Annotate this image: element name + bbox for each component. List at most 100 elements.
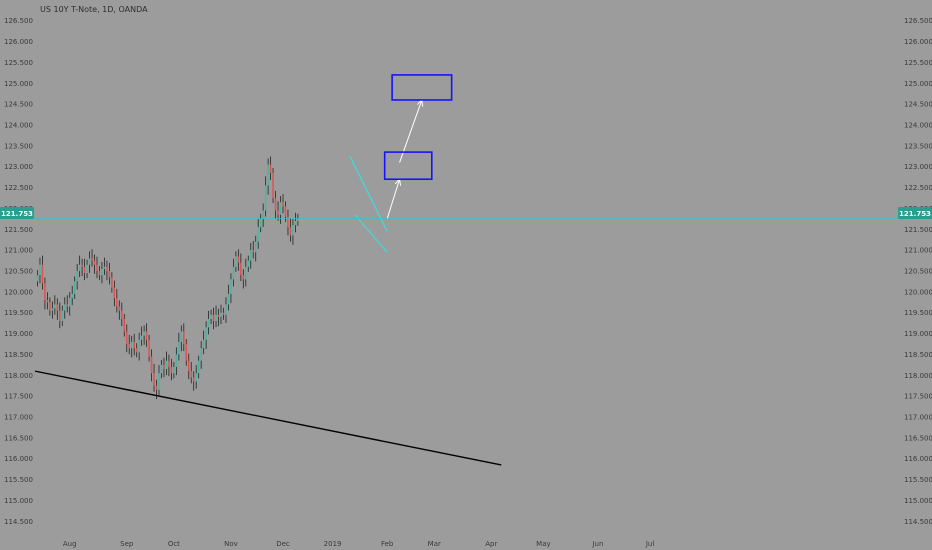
- candle-body: [227, 293, 230, 305]
- y-tick-label-left: 117.500: [4, 393, 33, 401]
- candle-up: [103, 257, 106, 275]
- candle-body: [197, 360, 200, 374]
- candle-up: [73, 276, 76, 299]
- y-tick-label-right: 120.000: [904, 288, 932, 296]
- candle-body: [86, 264, 88, 274]
- y-tick-label-left: 123.000: [4, 163, 33, 171]
- candle-body: [180, 331, 183, 342]
- candle-up: [262, 203, 264, 227]
- y-tick-label-left: 116.500: [4, 434, 33, 442]
- y-tick-label-left: 118.000: [4, 372, 33, 380]
- y-tick-label-right: 115.000: [904, 497, 932, 505]
- candle-down: [66, 295, 69, 313]
- candle-down: [116, 288, 118, 313]
- candle-up: [68, 292, 71, 316]
- candle-down: [145, 323, 148, 347]
- candle-down: [242, 269, 245, 289]
- candle-body: [210, 314, 212, 319]
- candle-up: [254, 235, 257, 262]
- candle-down: [163, 357, 165, 378]
- candle-body: [187, 360, 190, 372]
- candle-down: [125, 324, 128, 353]
- target-box: [391, 74, 453, 101]
- y-tick-label-left: 114.500: [4, 518, 33, 526]
- candle-body: [56, 304, 59, 311]
- candle-down: [135, 343, 138, 358]
- x-tick-label: Aug: [63, 540, 77, 548]
- candle-body: [128, 344, 131, 349]
- candle-body: [123, 318, 126, 332]
- y-tick-label-right: 126.500: [904, 17, 932, 25]
- x-tick-label: Sep: [120, 540, 134, 548]
- candle-up: [86, 259, 88, 279]
- candle-up: [230, 273, 232, 304]
- candle-down: [96, 256, 98, 279]
- candle-body: [175, 354, 178, 367]
- price-badge-right-bg: [898, 207, 932, 219]
- candle-body: [81, 264, 83, 267]
- candle-up: [249, 243, 252, 269]
- x-tick-label: Mar: [428, 540, 441, 548]
- candle-body: [173, 366, 175, 374]
- candle-down: [269, 156, 272, 181]
- candle-body: [71, 293, 73, 299]
- candle-body: [274, 197, 277, 211]
- candle-body: [39, 264, 41, 276]
- candle-body: [44, 283, 46, 301]
- candle-up: [264, 176, 267, 217]
- candle-body: [207, 318, 210, 328]
- candle-body: [125, 331, 128, 345]
- candle-down: [153, 364, 155, 392]
- candle-up: [180, 325, 183, 352]
- y-tick-label-left: 121.500: [4, 226, 33, 234]
- candle-body: [249, 250, 252, 261]
- x-tick-label: Feb: [381, 540, 394, 548]
- target-box: [383, 151, 433, 181]
- candle-up: [61, 305, 64, 327]
- candle-body: [170, 366, 173, 374]
- candle-up: [71, 285, 73, 306]
- x-tick-label: Oct: [168, 540, 180, 548]
- candle-body: [78, 264, 81, 271]
- candle-body: [195, 373, 197, 382]
- y-tick-label-right: 122.500: [904, 184, 932, 192]
- candle-up: [195, 365, 197, 389]
- candle-up: [232, 258, 235, 287]
- candle-up: [297, 213, 299, 226]
- candle-body: [264, 185, 267, 211]
- candle-up: [63, 297, 66, 319]
- y-tick-label-left: 115.500: [4, 476, 33, 484]
- candle-body: [212, 314, 215, 322]
- candle-body: [155, 385, 158, 390]
- candle-up: [205, 321, 207, 350]
- y-tick-label-right: 118.000: [904, 372, 932, 380]
- x-axis: Aug Sep Oct Nov Dec 2019 Feb Mar Apr May Jun Jul: [63, 540, 654, 548]
- candle-up: [36, 270, 39, 287]
- candle-body: [292, 225, 294, 236]
- candle-body: [287, 216, 289, 228]
- candle-up: [78, 255, 81, 278]
- y-tick-label-right: 121.000: [904, 247, 932, 255]
- y-tick-label-right: 125.000: [904, 80, 932, 88]
- candle-body: [113, 287, 116, 299]
- y-tick-label-right: 119.000: [904, 330, 932, 338]
- y-tick-label-right: 118.500: [904, 351, 932, 359]
- candle-body: [168, 360, 170, 367]
- candle-down: [183, 323, 185, 352]
- candle-down: [272, 167, 274, 203]
- candle-down: [287, 209, 289, 236]
- candle-body: [267, 164, 269, 186]
- y-tick-label-right: 125.500: [904, 59, 932, 67]
- candle-down: [252, 240, 255, 259]
- price-badge-left: 121.753: [0, 207, 34, 219]
- x-tick-label: Jul: [645, 540, 655, 548]
- candle-up: [39, 257, 41, 284]
- candle-up: [215, 305, 217, 328]
- candle-body: [235, 256, 237, 267]
- candle-body: [153, 373, 155, 386]
- y-tick-label-right: 121.500: [904, 226, 932, 234]
- candle-body: [262, 210, 264, 219]
- candle-body: [41, 264, 44, 284]
